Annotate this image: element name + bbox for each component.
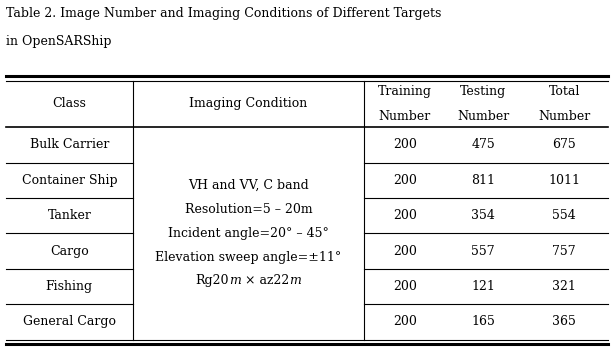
Text: Class: Class bbox=[52, 97, 86, 110]
Text: 200: 200 bbox=[393, 280, 417, 293]
Text: 557: 557 bbox=[471, 245, 495, 258]
Text: 200: 200 bbox=[393, 138, 417, 151]
Text: Resolution=5 – 20m: Resolution=5 – 20m bbox=[185, 203, 312, 216]
Text: General Cargo: General Cargo bbox=[23, 315, 116, 328]
Text: 165: 165 bbox=[471, 315, 495, 328]
Text: Elevation sweep angle=±11°: Elevation sweep angle=±11° bbox=[155, 251, 341, 264]
Text: in OpenSARShip: in OpenSARShip bbox=[6, 35, 112, 48]
Text: 475: 475 bbox=[471, 138, 495, 151]
Text: 200: 200 bbox=[393, 245, 417, 258]
Text: Number: Number bbox=[379, 110, 431, 122]
Text: Rg20: Rg20 bbox=[196, 274, 229, 287]
Text: Number: Number bbox=[457, 110, 509, 122]
Text: 757: 757 bbox=[553, 245, 576, 258]
Text: Total: Total bbox=[548, 85, 580, 98]
Text: Training: Training bbox=[378, 85, 432, 98]
Text: Bulk Carrier: Bulk Carrier bbox=[29, 138, 109, 151]
Text: 1011: 1011 bbox=[548, 174, 580, 187]
Text: m: m bbox=[229, 274, 241, 287]
Text: Table 2. Image Number and Imaging Conditions of Different Targets: Table 2. Image Number and Imaging Condit… bbox=[6, 7, 441, 20]
Text: 365: 365 bbox=[553, 315, 576, 328]
Text: 121: 121 bbox=[471, 280, 495, 293]
Text: VH and VV, C band: VH and VV, C band bbox=[188, 179, 309, 192]
Text: 354: 354 bbox=[471, 209, 495, 222]
Text: 200: 200 bbox=[393, 315, 417, 328]
Text: Number: Number bbox=[538, 110, 590, 122]
Text: Testing: Testing bbox=[460, 85, 506, 98]
Text: Tanker: Tanker bbox=[47, 209, 91, 222]
Text: Incident angle=20° – 45°: Incident angle=20° – 45° bbox=[168, 227, 328, 240]
Text: 200: 200 bbox=[393, 174, 417, 187]
Text: 321: 321 bbox=[553, 280, 576, 293]
Text: Container Ship: Container Ship bbox=[21, 174, 117, 187]
Text: Fishing: Fishing bbox=[46, 280, 93, 293]
Text: 554: 554 bbox=[553, 209, 576, 222]
Text: 811: 811 bbox=[471, 174, 495, 187]
Text: 675: 675 bbox=[553, 138, 576, 151]
Text: m: m bbox=[289, 274, 301, 287]
Text: Cargo: Cargo bbox=[50, 245, 88, 258]
Text: × az22: × az22 bbox=[241, 274, 289, 287]
Text: Imaging Condition: Imaging Condition bbox=[189, 97, 308, 110]
Text: 200: 200 bbox=[393, 209, 417, 222]
